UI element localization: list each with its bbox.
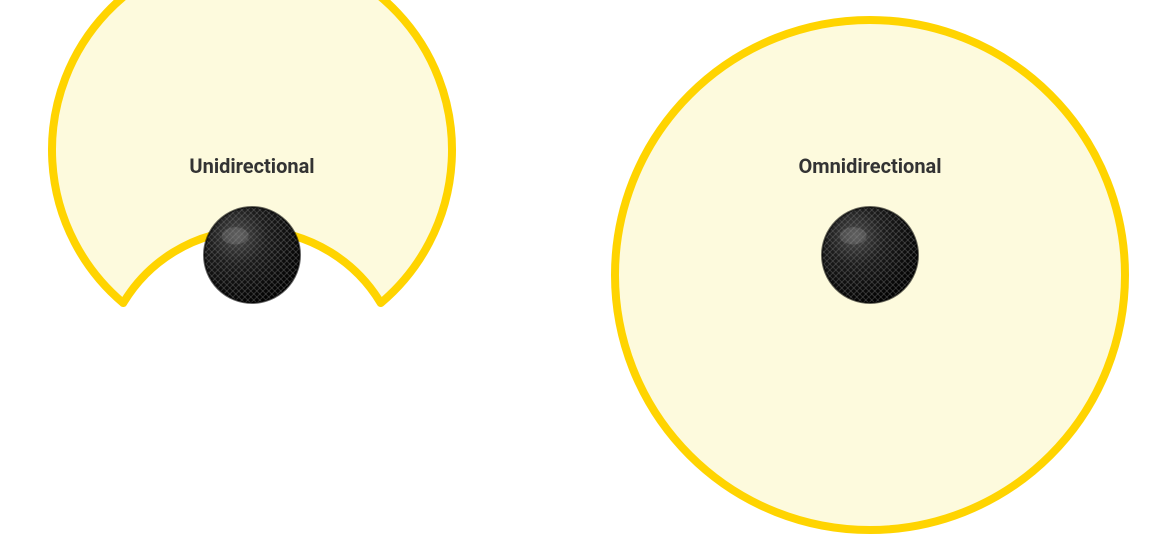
omnidirectional-mic-icon	[0, 0, 1154, 550]
diagram-canvas: Unidirectional Omnidirectional	[0, 0, 1154, 550]
